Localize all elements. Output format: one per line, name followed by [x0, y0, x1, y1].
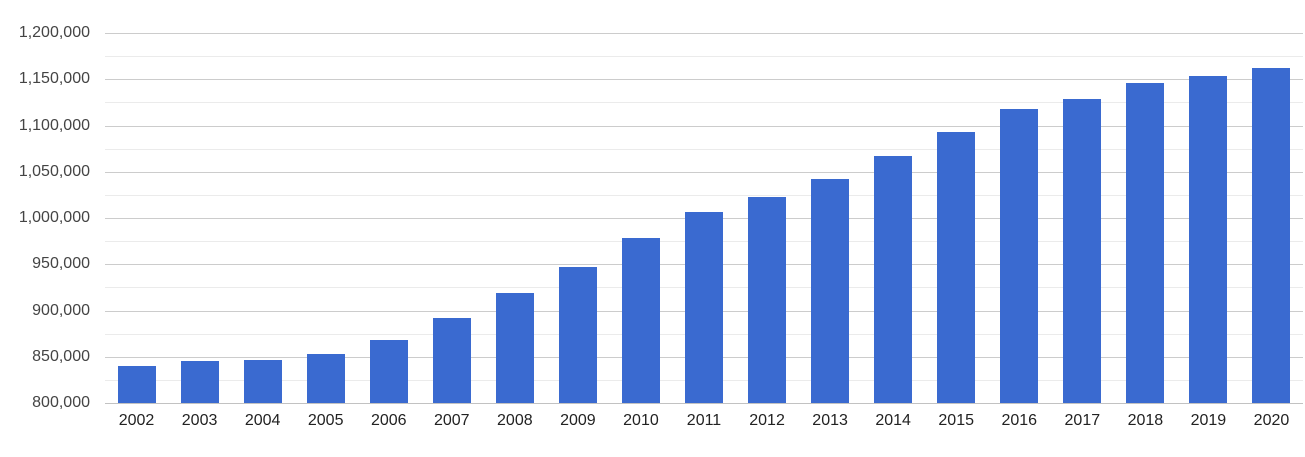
bar-2007[interactable]: [432, 318, 471, 403]
y-axis-tick-label: 1,000,000: [18, 209, 90, 226]
minor-gridline: [105, 102, 1303, 104]
bar-2006[interactable]: [369, 339, 408, 403]
y-axis-tick-label: 800,000: [32, 394, 90, 411]
x-axis-label-2016: 2016: [1001, 412, 1038, 429]
x-axis-label-2008: 2008: [497, 412, 533, 429]
bar-2014[interactable]: [874, 156, 913, 403]
bar-2003[interactable]: [180, 361, 219, 403]
y-axis-tick-label: 1,100,000: [18, 116, 90, 134]
bar-2010[interactable]: [621, 237, 660, 403]
major-gridline: [105, 33, 1303, 34]
bar-2005[interactable]: [306, 354, 345, 403]
bar-2018[interactable]: [1126, 83, 1165, 403]
x-axis-baseline: [105, 403, 1303, 404]
minor-gridline: [105, 56, 1303, 58]
x-axis-label-2002: 2002: [118, 412, 155, 429]
bar-2008[interactable]: [495, 293, 534, 403]
x-axis-label-2009: 2009: [560, 412, 596, 429]
x-axis-label-2015: 2015: [938, 412, 974, 429]
bar-2016[interactable]: [1000, 108, 1039, 403]
bar-2011[interactable]: [685, 211, 723, 403]
x-axis-label-2011: 2011: [686, 412, 722, 429]
x-axis-label-2007: 2007: [433, 412, 470, 429]
y-axis-tick-label: 1,050,000: [18, 162, 90, 180]
bar-2019[interactable]: [1189, 76, 1228, 403]
x-axis-label-2019: 2019: [1190, 412, 1227, 429]
bar-2002[interactable]: [117, 365, 156, 403]
x-axis-label-2012: 2012: [749, 412, 785, 429]
major-gridline: [105, 79, 1303, 81]
x-axis-label-2005: 2005: [307, 412, 344, 429]
y-axis-tick-label: 900,000: [32, 301, 90, 319]
x-axis-label-2004: 2004: [244, 412, 281, 429]
y-axis-tick-label: 1,200,000: [18, 24, 90, 41]
x-axis-label-2003: 2003: [181, 412, 218, 429]
x-axis-label-2014: 2014: [875, 412, 911, 429]
bar-2012[interactable]: [748, 196, 787, 403]
x-axis-label-2013: 2013: [812, 412, 848, 429]
major-gridline: [105, 125, 1303, 127]
minor-gridline: [105, 148, 1303, 150]
major-gridline: [105, 171, 1303, 173]
bar-2015[interactable]: [937, 131, 976, 403]
y-axis-tick-label: 1,150,000: [18, 70, 90, 88]
bar-2017[interactable]: [1063, 98, 1102, 403]
y-axis-tick-label: 950,000: [32, 255, 90, 273]
bar-2020[interactable]: [1252, 68, 1291, 403]
minor-gridline: [105, 194, 1303, 196]
x-axis-label-2018: 2018: [1127, 412, 1164, 429]
bar-2004[interactable]: [243, 360, 282, 403]
x-axis-label-2006: 2006: [370, 412, 407, 429]
bar-2009[interactable]: [558, 267, 597, 403]
x-axis-label-2017: 2017: [1064, 412, 1101, 429]
x-axis-label-2020: 2020: [1253, 412, 1290, 429]
y-axis-tick-label: 850,000: [32, 347, 90, 365]
bar-2013[interactable]: [811, 178, 850, 403]
x-axis-label-2010: 2010: [623, 412, 659, 429]
